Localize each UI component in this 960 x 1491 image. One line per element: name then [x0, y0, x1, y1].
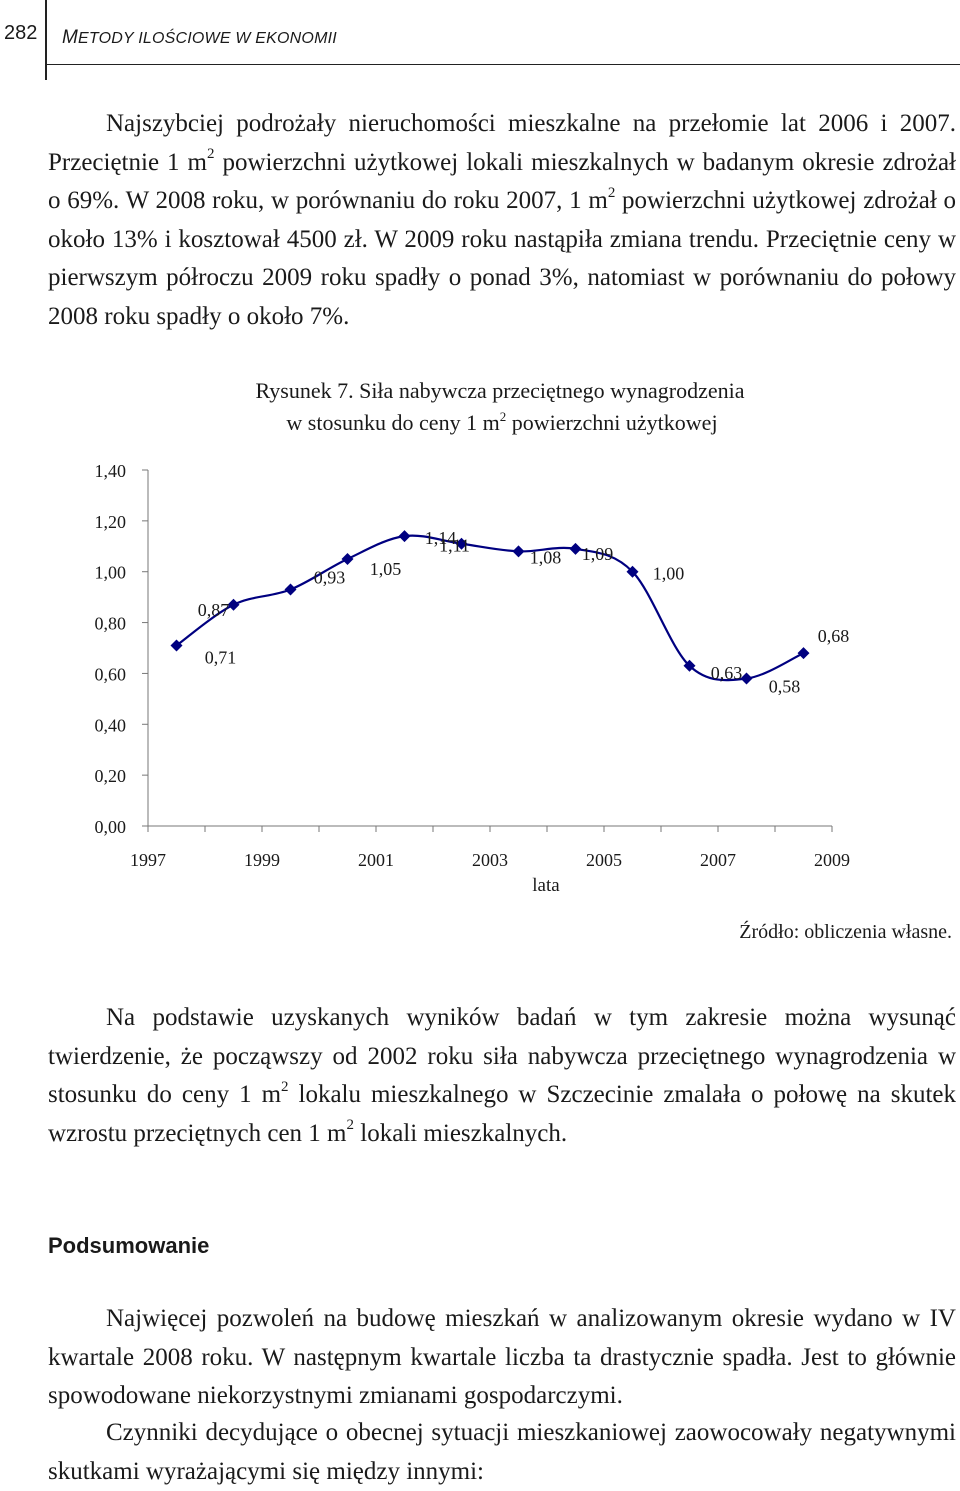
- header-divider-vertical: [45, 0, 47, 80]
- data-label: 0,87: [198, 600, 230, 620]
- data-point-marker: [683, 659, 696, 672]
- data-label: 0,93: [314, 568, 346, 588]
- series-line: [175, 534, 804, 682]
- x-tick-label: 2007: [700, 850, 736, 870]
- y-axis-tick-labels: 0,00 0,20 0,40 0,60 0,80 1,00 1,20 1,40: [95, 461, 127, 837]
- x-tick-label: 1999: [244, 850, 280, 870]
- y-tick-label: 1,00: [95, 563, 127, 583]
- data-label: 1,09: [582, 544, 614, 564]
- data-label: 1,08: [530, 547, 562, 567]
- y-tick-label: 0,00: [95, 817, 127, 837]
- data-point-marker: [284, 583, 297, 596]
- x-axis-label: lata: [532, 875, 560, 896]
- x-tick-label: 2009: [814, 850, 850, 870]
- figure-7-chart: Rysunek 7. Siła nabywcza przeciętnego wy…: [95, 378, 851, 896]
- y-tick-label: 1,20: [95, 512, 127, 532]
- section-heading-summary: Podsumowanie: [48, 1233, 210, 1258]
- data-point-marker: [569, 542, 582, 555]
- y-tick-label: 0,40: [95, 715, 127, 735]
- data-point-marker: [797, 647, 810, 660]
- y-tick-label: 1,40: [95, 461, 127, 481]
- paragraph-summary-1: Najwięcej pozwoleń na budowę mieszkań w …: [48, 1305, 956, 1409]
- data-labels: 0,71 0,87 0,93 1,05 1,141,11 1,08 1,09 1,00 0,63…: [198, 528, 850, 696]
- x-tick-label: 2001: [358, 850, 394, 870]
- figure-source-note: Źródło: obliczenia własne.: [739, 921, 952, 943]
- paragraph-summary-2: Czynniki decydujące o obecnej sytuacji m…: [48, 1419, 956, 1485]
- data-label: 1,14: [425, 528, 457, 548]
- x-axis-tick-labels: 1997 1999 2001 2003 2005 2007 2009: [130, 850, 850, 870]
- data-point-marker: [455, 537, 468, 550]
- data-label: 0,71: [205, 647, 237, 667]
- data-point-marker: [626, 565, 639, 578]
- data-label: 0,58: [769, 677, 801, 697]
- y-tick-label: 0,60: [95, 664, 127, 684]
- data-point-marker: [341, 553, 354, 565]
- y-tick-label: 0,80: [95, 614, 127, 634]
- data-label: 1,00: [653, 564, 685, 584]
- chart-axes: [142, 469, 833, 832]
- data-point-marker: [170, 639, 183, 652]
- data-label: 1,11: [439, 536, 470, 556]
- x-tick-label: 2005: [586, 850, 622, 870]
- page-header: 282 METODY ILOŚCIOWE W EKONOMII: [0, 0, 960, 80]
- paragraph-conclusion: Na podstawie uzyskanych wyników badań w …: [48, 1004, 956, 1147]
- data-point-marker: [512, 545, 525, 558]
- page-number: 282: [4, 22, 38, 44]
- header-divider-horizontal: [45, 64, 960, 65]
- data-label: 0,68: [818, 626, 850, 646]
- running-title: METODY ILOŚCIOWE W EKONOMII: [62, 27, 337, 48]
- x-tick-label: 1997: [130, 850, 166, 870]
- data-markers: [170, 530, 810, 685]
- data-label: 0,63: [711, 663, 743, 683]
- chart-title-line1: Rysunek 7. Siła nabywcza przeciętnego wy…: [255, 378, 744, 403]
- data-point-marker: [740, 672, 753, 685]
- data-point-marker: [227, 598, 240, 611]
- paragraph-price-increase: Najszybciej podrożały nieruchomości mies…: [48, 110, 957, 330]
- x-tick-label: 2003: [472, 850, 508, 870]
- data-point-marker: [398, 530, 411, 543]
- chart-title-line2: w stosunku do ceny 1 m2 powierzchni użyt…: [286, 409, 717, 435]
- y-tick-label: 0,20: [95, 766, 127, 786]
- data-label: 1,05: [370, 559, 402, 579]
